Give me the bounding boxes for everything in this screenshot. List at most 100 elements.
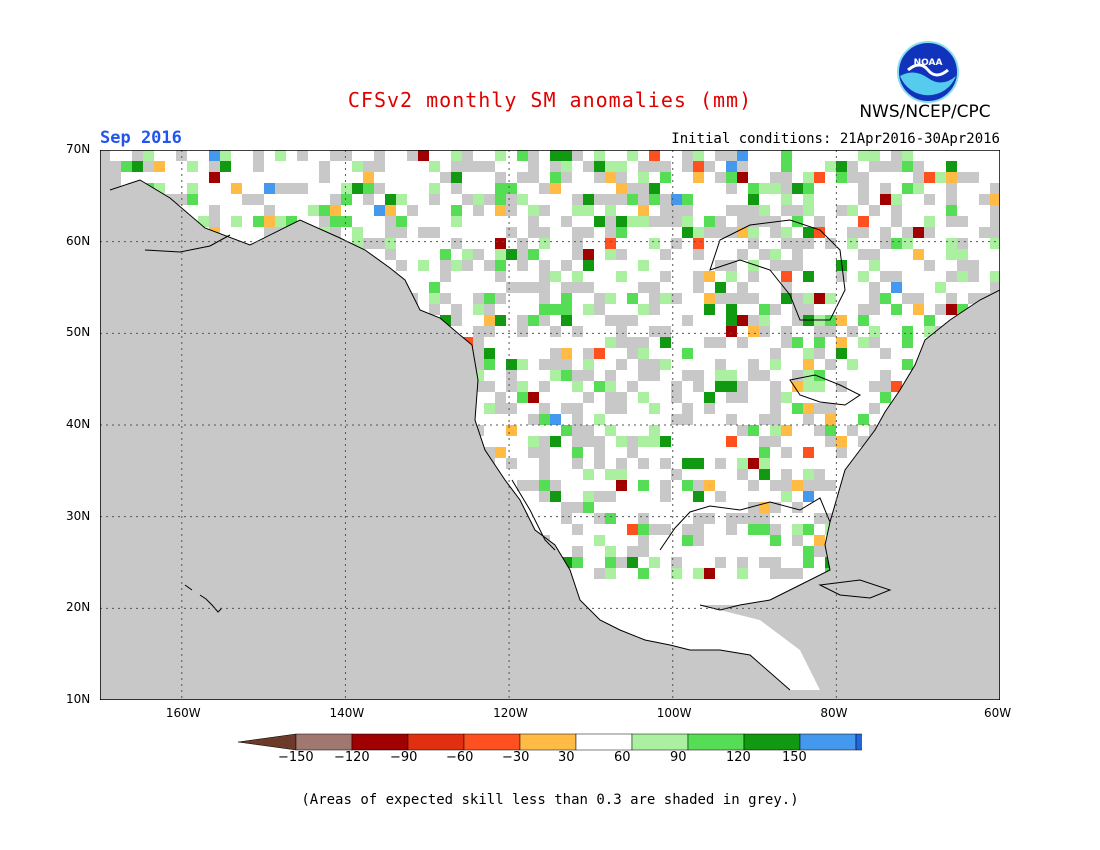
grid-cell: [506, 458, 517, 469]
grid-cell: [825, 359, 836, 370]
grid-cell: [847, 238, 858, 249]
grid-cell: [836, 381, 847, 392]
grid-cell: [638, 183, 649, 194]
grid-cell: [682, 227, 693, 238]
grid-cell: [660, 436, 671, 447]
grid-cell: [605, 403, 616, 414]
grid-cell: [451, 161, 462, 172]
grid-cell: [979, 194, 990, 205]
grid-cell: [440, 315, 451, 326]
grid-cell: [638, 480, 649, 491]
grid-cell: [759, 513, 770, 524]
grid-cell: [682, 535, 693, 546]
grid-cell: [836, 315, 847, 326]
grid-cell: [583, 227, 594, 238]
grid-cell: [693, 150, 704, 161]
logo-text: NOAA: [914, 58, 943, 68]
grid-cell: [528, 172, 539, 183]
grid-cell: [671, 194, 682, 205]
grid-cell: [792, 502, 803, 513]
grid-cell: [594, 161, 605, 172]
grid-cell: [451, 315, 462, 326]
grid-cell: [759, 370, 770, 381]
grid-cell: [748, 194, 759, 205]
grid-cell: [682, 315, 693, 326]
grid-cell: [374, 161, 385, 172]
grid-cell: [726, 150, 737, 161]
colorbar-label: −60: [446, 750, 474, 765]
grid-cell: [495, 271, 506, 282]
grid-cell: [605, 172, 616, 183]
grid-cell: [957, 260, 968, 271]
grid-cell: [253, 194, 264, 205]
grid-cell: [759, 502, 770, 513]
grid-cell: [902, 150, 913, 161]
grid-cell: [770, 260, 781, 271]
grid-cell: [770, 249, 781, 260]
grid-cell: [847, 205, 858, 216]
grid-cell: [627, 150, 638, 161]
grid-cell: [418, 227, 429, 238]
grid-cell: [330, 194, 341, 205]
grid-cell: [858, 249, 869, 260]
aleutian-coast: [144, 234, 231, 253]
grid-cell: [704, 568, 715, 579]
grid-cell: [902, 337, 913, 348]
grid-cell: [726, 293, 737, 304]
grid-cell: [484, 381, 495, 392]
grid-cell: [594, 568, 605, 579]
grid-cell: [814, 469, 825, 480]
grid-cell: [693, 370, 704, 381]
grid-cell: [484, 403, 495, 414]
grid-cell: [539, 447, 550, 458]
grid-cell: [616, 469, 627, 480]
grid-cell: [429, 304, 440, 315]
grid-cell: [451, 260, 462, 271]
grid-cell: [264, 216, 275, 227]
grid-cell: [638, 260, 649, 271]
grid-cell: [275, 183, 286, 194]
grid-cell: [572, 326, 583, 337]
grid-cell: [858, 183, 869, 194]
grid-cell: [462, 150, 473, 161]
grid-cell: [605, 205, 616, 216]
grid-cell: [561, 403, 572, 414]
grid-cell: [759, 216, 770, 227]
grid-cell: [792, 293, 803, 304]
grid-cell: [946, 238, 957, 249]
grid-cell: [770, 502, 781, 513]
grid-cell: [539, 480, 550, 491]
grid-cell: [495, 172, 506, 183]
colorbar-max-arrow: [855, 733, 862, 751]
grid-cell: [979, 227, 990, 238]
grid-cell: [462, 194, 473, 205]
grid-cell: [561, 304, 572, 315]
grid-cell: [539, 315, 550, 326]
grid-cell: [396, 227, 407, 238]
grid-cell: [605, 370, 616, 381]
grid-cell: [583, 194, 594, 205]
grid-cell: [682, 458, 693, 469]
grid-cell: [990, 205, 1000, 216]
grid-cell: [726, 161, 737, 172]
grid-cell: [319, 172, 330, 183]
grid-cell: [671, 568, 682, 579]
grid-cell: [539, 271, 550, 282]
grid-cell: [363, 172, 374, 183]
grid-cell: [748, 238, 759, 249]
grid-cell: [572, 414, 583, 425]
grid-cell: [682, 161, 693, 172]
colorbar-bin: [519, 733, 577, 751]
grid-cell: [792, 238, 803, 249]
grid-cell: [825, 315, 836, 326]
grid-cell: [880, 293, 891, 304]
colorbar-label: −120: [334, 750, 370, 765]
grid-cell: [451, 304, 462, 315]
grid-cell: [638, 568, 649, 579]
grid-cell: [286, 183, 297, 194]
grid-cell: [616, 436, 627, 447]
grid-cell: [341, 183, 352, 194]
grid-cell: [891, 282, 902, 293]
grid-cell: [638, 337, 649, 348]
grid-cell: [517, 238, 528, 249]
